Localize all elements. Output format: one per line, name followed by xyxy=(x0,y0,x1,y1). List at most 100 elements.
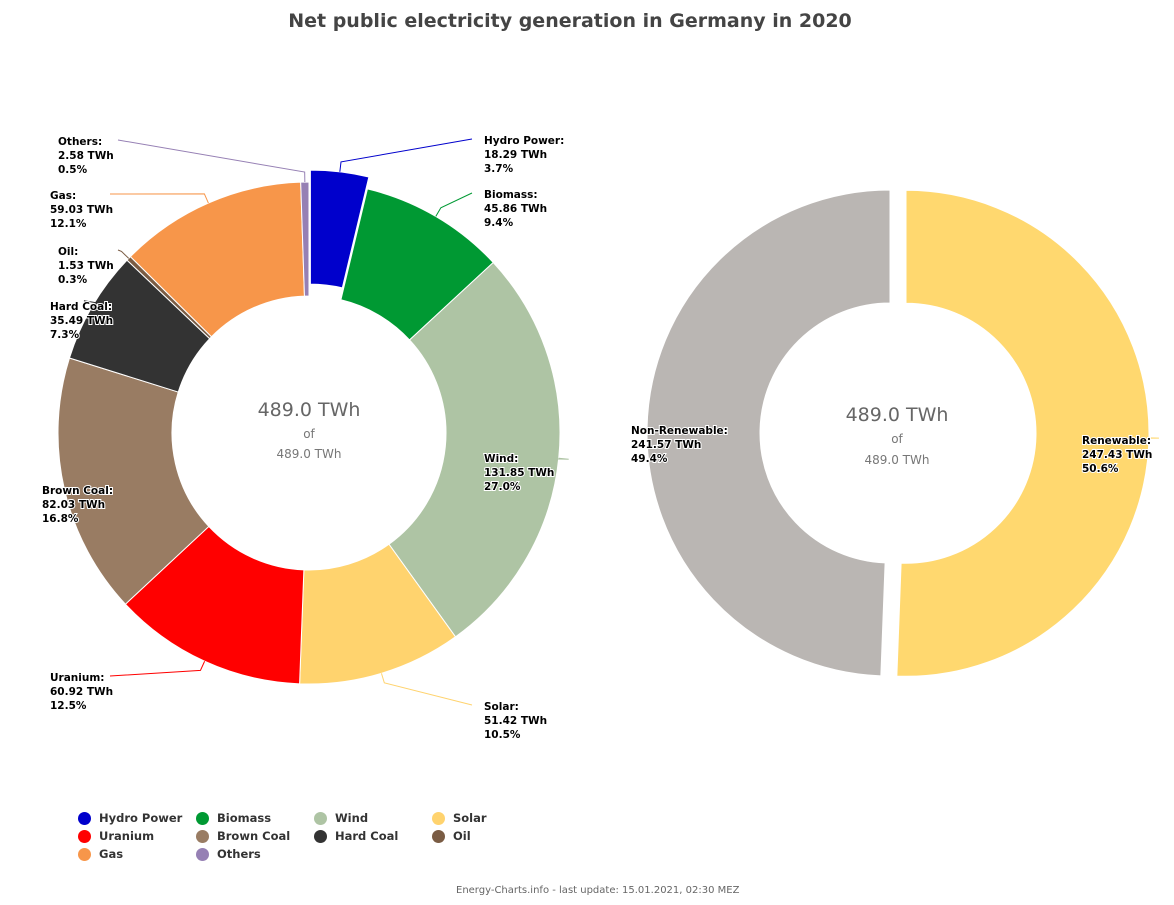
label-value: 1.53 TWh xyxy=(58,260,114,272)
renewable-share-donut: Renewable: 247.43 TWh 50.6% Non-Renewable: 2… xyxy=(630,189,1159,677)
label-name: Solar: xyxy=(484,701,519,713)
label-name: Hard Coal: xyxy=(50,301,112,313)
data-label-wind: Wind: 131.85 TWh 27.0% xyxy=(484,453,554,493)
legend-marker-icon xyxy=(78,847,91,861)
data-label-biomass: Biomass: 45.86 TWh 9.4% xyxy=(484,189,547,229)
connector-renewable xyxy=(1069,437,1159,440)
legend-item-gas[interactable]: Gas xyxy=(78,846,196,862)
right-center-of: of xyxy=(891,432,903,446)
data-label-oil: Oil: 1.53 TWh 0.3% xyxy=(58,246,114,286)
data-label-hard-coal: Hard Coal: 35.49 TWh 7.3% xyxy=(50,301,113,341)
connector-hard-coal xyxy=(83,300,111,307)
legend-item-hard-coal[interactable]: Hard Coal xyxy=(314,828,432,844)
legend-item-others[interactable]: Others xyxy=(196,846,314,862)
connector-uranium xyxy=(109,661,206,677)
label-percent: 49.4% xyxy=(631,453,668,465)
label-value: 18.29 TWh xyxy=(484,149,547,161)
legend-label: Brown Coal xyxy=(217,829,291,843)
legend-item-uranium[interactable]: Uranium xyxy=(78,828,196,844)
connector-others xyxy=(117,139,306,183)
connector-gas xyxy=(109,193,209,204)
label-percent: 12.1% xyxy=(50,218,87,230)
legend-label: Hydro Power xyxy=(99,811,183,825)
label-value: 60.92 TWh xyxy=(50,686,113,698)
legend-label: Hard Coal xyxy=(335,829,399,843)
data-label-hydro-power: Hydro Power: 18.29 TWh 3.7% xyxy=(484,135,564,175)
left-center-value: 489.0 TWh xyxy=(258,399,361,421)
legend: Hydro Power Biomass Wind Solar Uranium Brown … xyxy=(78,810,550,862)
label-value: 35.49 TWh xyxy=(50,315,113,327)
legend-marker-icon xyxy=(196,811,209,825)
label-name: Brown Coal: xyxy=(42,485,113,497)
connector-solar xyxy=(380,673,473,706)
data-label-brown-coal: Brown Coal: 82.03 TWh 16.8% xyxy=(42,485,113,525)
connector-brown-coal xyxy=(54,488,103,492)
legend-marker-icon xyxy=(432,811,445,825)
legend-marker-icon xyxy=(78,829,91,843)
chart-title: Net public electricity generation in Ger… xyxy=(288,10,852,32)
legend-marker-icon xyxy=(196,829,209,843)
legend-item-oil[interactable]: Oil xyxy=(432,828,550,844)
label-value: 82.03 TWh xyxy=(42,499,105,511)
label-name: Others: xyxy=(58,136,102,148)
legend-item-wind[interactable]: Wind xyxy=(314,810,432,826)
data-label-gas: Gas: 59.03 TWh 12.1% xyxy=(50,190,113,230)
legend-label: Oil xyxy=(453,829,471,843)
label-name: Biomass: xyxy=(484,189,538,201)
slice-renewable[interactable] xyxy=(896,189,1150,677)
legend-marker-icon xyxy=(314,811,327,825)
label-percent: 12.5% xyxy=(50,700,87,712)
legend-item-brown-coal[interactable]: Brown Coal xyxy=(196,828,314,844)
label-percent: 50.6% xyxy=(1082,463,1119,475)
legend-marker-icon xyxy=(196,847,209,861)
connector-biomass xyxy=(435,192,473,217)
label-percent: 7.3% xyxy=(50,329,80,341)
legend-item-solar[interactable]: Solar xyxy=(432,810,550,826)
label-percent: 9.4% xyxy=(484,217,514,229)
legend-marker-icon xyxy=(432,829,445,843)
legend-item-biomass[interactable]: Biomass xyxy=(196,810,314,826)
legend-label: Solar xyxy=(453,811,487,825)
data-label-others: Others: 2.58 TWh 0.5% xyxy=(58,136,114,176)
slice-others[interactable] xyxy=(300,181,310,297)
legend-label: Gas xyxy=(99,847,124,861)
legend-item-hydro-power[interactable]: Hydro Power xyxy=(78,810,196,826)
legend-label: Others xyxy=(217,847,261,861)
legend-marker-icon xyxy=(314,829,327,843)
left-center-total: 489.0 TWh xyxy=(277,447,342,461)
label-name: Wind: xyxy=(484,453,518,465)
label-percent: 10.5% xyxy=(484,729,521,741)
slice-wind[interactable] xyxy=(388,261,561,638)
label-name: Hydro Power: xyxy=(484,135,564,147)
left-center-of: of xyxy=(303,427,315,441)
legend-label: Biomass xyxy=(217,811,272,825)
connector-oil xyxy=(117,249,130,259)
legend-marker-icon xyxy=(78,811,91,825)
right-center-value: 489.0 TWh xyxy=(846,404,949,426)
label-percent: 0.3% xyxy=(58,274,88,286)
label-value: 51.42 TWh xyxy=(484,715,547,727)
generation-by-source-donut: Hydro Power: 18.29 TWh 3.7% Biomass: 45.86 T… xyxy=(41,134,569,742)
data-label-solar: Solar: 51.42 TWh 10.5% xyxy=(484,701,547,741)
label-name: Uranium: xyxy=(50,672,104,684)
label-value: 59.03 TWh xyxy=(50,204,113,216)
connector-non-renewable xyxy=(637,427,692,430)
connector-hydro-power xyxy=(339,138,473,172)
connector-wind xyxy=(471,456,569,460)
data-label-uranium: Uranium: 60.92 TWh 12.5% xyxy=(50,672,113,712)
data-label-non-renewable: Non-Renewable: 241.57 TWh 49.4% xyxy=(631,425,728,465)
label-percent: 16.8% xyxy=(42,513,79,525)
slice-non-renewable[interactable] xyxy=(646,189,891,677)
label-name: Renewable: xyxy=(1082,435,1151,447)
label-percent: 0.5% xyxy=(58,164,88,176)
right-center-total: 489.0 TWh xyxy=(865,453,930,467)
label-value: 131.85 TWh xyxy=(484,467,554,479)
label-percent: 3.7% xyxy=(484,163,514,175)
slice-hydro-power[interactable] xyxy=(309,169,370,289)
slice-brown-coal[interactable] xyxy=(57,357,210,605)
legend-label: Uranium xyxy=(99,829,155,843)
footer-credit: Energy-Charts.info - last update: 15.01.… xyxy=(456,885,740,896)
data-label-renewable: Renewable: 247.43 TWh 50.6% xyxy=(1082,435,1152,475)
label-value: 2.58 TWh xyxy=(58,150,114,162)
